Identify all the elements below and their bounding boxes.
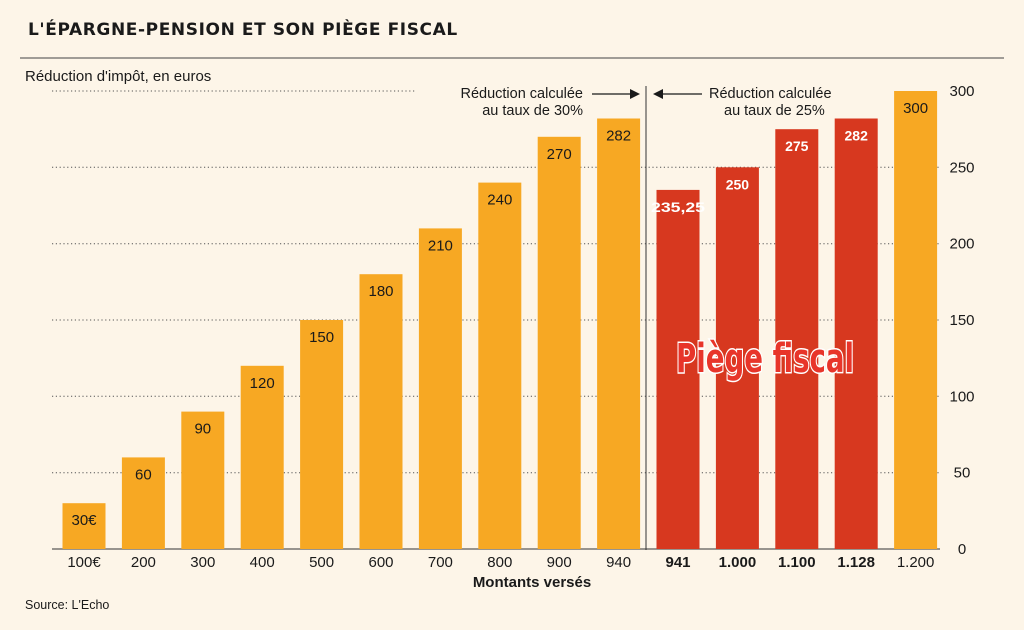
y-tick-label: 100 [949, 388, 974, 405]
bar [656, 189, 700, 549]
category-label: 1.128 [837, 554, 875, 571]
bar [537, 136, 581, 550]
bar-value-label: 180 [368, 283, 393, 300]
right-rate-note-line2: au taux de 25% [724, 103, 825, 119]
category-label: 300 [190, 554, 215, 571]
y-tick-label: 150 [949, 312, 974, 329]
left-rate-note-line1: Réduction calculée [460, 86, 583, 102]
category-label: 900 [547, 554, 572, 571]
category-label: 600 [368, 554, 393, 571]
category-label: 100€ [67, 554, 101, 571]
left-arrow-icon [653, 89, 702, 99]
bar [359, 274, 403, 549]
bar-value-label: 150 [309, 329, 334, 346]
bar [597, 118, 641, 549]
x-axis-label: Montants versés [473, 574, 591, 591]
category-labels: 100€ 200 300 400 500 600 700 800 900 940 941 1.000 1… [67, 554, 934, 571]
category-label: 940 [606, 554, 631, 571]
bar-value-label: 270 [547, 146, 572, 163]
category-label: 941 [665, 554, 690, 571]
category-label: 800 [487, 554, 512, 571]
bar-value-label: 30€ [71, 512, 97, 529]
right-arrow-icon [592, 89, 640, 99]
bar-value-label: 210 [428, 237, 453, 254]
y-tick-label: 200 [949, 236, 974, 253]
bar-value-label: 120 [250, 375, 275, 392]
bar [834, 118, 878, 549]
bar-value-label: 300 [903, 100, 928, 117]
bar-value-label: 235,25 [651, 199, 705, 215]
bar-value-label: 275 [785, 138, 809, 154]
bar [418, 228, 462, 549]
bar [894, 91, 938, 549]
left-rate-note-line2: au taux de 30% [482, 103, 583, 119]
y-axis-label: Réduction d'impôt, en euros [25, 68, 211, 85]
bar-value-label: 90 [194, 421, 211, 438]
bar [715, 167, 759, 550]
bar-value-label: 250 [726, 176, 750, 192]
source-note: Source: L'Echo [25, 598, 109, 612]
bar-value-label: 240 [487, 192, 512, 209]
bar-value-label: 282 [606, 128, 631, 145]
bar [478, 182, 522, 549]
y-tick-labels: 0 50 100 150 200 250 300 [949, 83, 974, 558]
trap-label: Piège fiscal [676, 336, 854, 382]
category-label: 400 [250, 554, 275, 571]
bar [62, 503, 106, 549]
right-rate-note-line1: Réduction calculée [709, 86, 832, 102]
y-tick-label: 50 [954, 465, 971, 482]
bar-value-label: 60 [135, 466, 152, 483]
category-label: 1.100 [778, 554, 816, 571]
bars [62, 91, 938, 550]
bar [121, 457, 165, 549]
y-tick-label: 300 [949, 83, 974, 100]
bar [300, 320, 344, 549]
y-tick-label: 250 [949, 159, 974, 176]
bar-value-label: 282 [845, 128, 869, 144]
category-label: 1.200 [897, 554, 935, 571]
category-label: 500 [309, 554, 334, 571]
value-labels: 30€ 60 90 120 150 180 210 240 270 282 235,25 250 275… [71, 100, 928, 529]
chart-title: L'ÉPARGNE-PENSION ET SON PIÈGE FISCAL [28, 18, 458, 40]
category-label: 1.000 [719, 554, 757, 571]
bar [181, 411, 225, 549]
bar [775, 129, 819, 549]
bar [240, 365, 284, 549]
category-label: 200 [131, 554, 156, 571]
y-tick-label: 0 [958, 541, 966, 558]
category-label: 700 [428, 554, 453, 571]
